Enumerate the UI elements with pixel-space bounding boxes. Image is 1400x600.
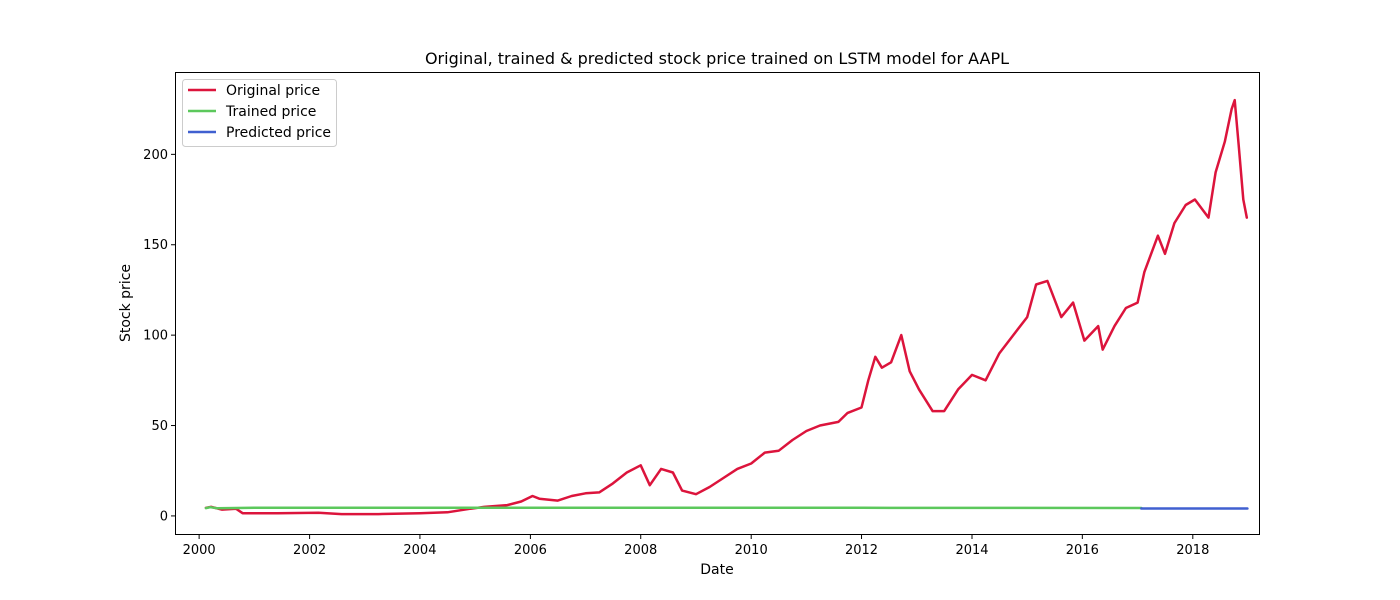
x-tick-label: 2002 [293, 543, 326, 558]
series-layer [204, 98, 1249, 516]
legend-box [182, 79, 337, 147]
x-tick-label: 2016 [1066, 543, 1099, 558]
y-tick-label: 0 [160, 509, 168, 524]
x-tick-label: 2004 [403, 543, 436, 558]
chart-title: Original, trained & predicted stock pric… [425, 49, 1009, 68]
plot-frame [175, 72, 1260, 535]
y-tick-label: 100 [143, 329, 168, 344]
x-tick-label: 2012 [845, 543, 878, 558]
legend-label: Original price [226, 83, 320, 99]
series-line-2 [204, 505, 1143, 510]
x-tick-label: 2006 [514, 543, 547, 558]
y-axis-label: Stock price [118, 264, 134, 342]
x-tick-label: 2010 [735, 543, 768, 558]
x-axis: 2000 2002 2004 2006 2008 2010 2012 2014 2016 2018 [183, 534, 1209, 558]
series-line-1 [204, 98, 1249, 516]
y-axis: 0 50 100 150 200 [143, 148, 176, 524]
legend-label: Predicted price [226, 125, 331, 141]
legend: Original price Trained price Predicted pri… [182, 79, 337, 147]
x-tick-label: 2008 [624, 543, 657, 558]
legend-label: Trained price [225, 104, 316, 120]
x-tick-label: 2000 [183, 543, 216, 558]
y-tick-label: 150 [143, 238, 168, 253]
x-tick-label: 2018 [1176, 543, 1209, 558]
y-tick-label: 50 [151, 419, 168, 434]
x-tick-label: 2014 [955, 543, 988, 558]
y-tick-label: 200 [143, 148, 168, 163]
x-axis-label: Date [700, 562, 733, 578]
